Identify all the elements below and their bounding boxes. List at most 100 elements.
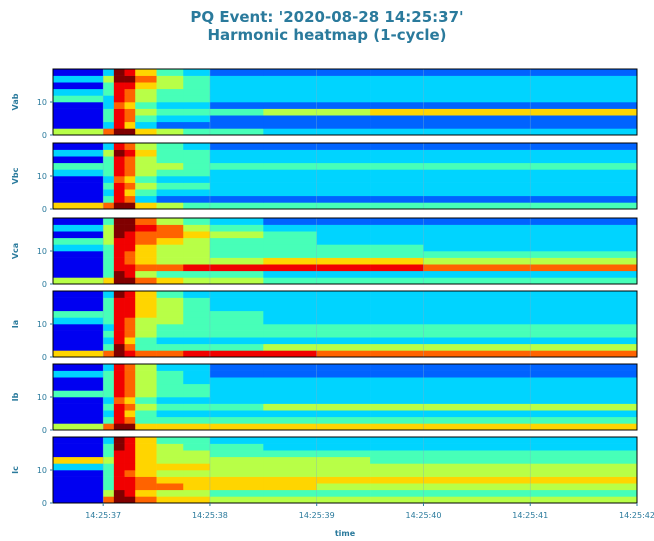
heatmap-cell	[263, 115, 317, 122]
heatmap-cell	[317, 196, 371, 203]
heatmap-cell	[135, 89, 157, 96]
heatmap-cell	[210, 89, 264, 96]
heatmap-cell	[183, 150, 210, 157]
heatmap-cell	[135, 371, 157, 378]
heatmap-cell	[317, 76, 371, 83]
heatmap-cell	[135, 450, 157, 457]
heatmap-cell	[370, 183, 424, 190]
heatmap-cell	[317, 496, 371, 503]
y-tick-label: 10	[37, 247, 47, 256]
heatmap-cell	[157, 350, 184, 357]
heatmap-cell	[317, 331, 371, 338]
heatmap-cell	[103, 69, 114, 76]
heatmap-cell	[183, 477, 210, 484]
heatmap-cell	[530, 437, 637, 444]
y-tick-label: 0	[42, 280, 47, 289]
heatmap-cell	[135, 277, 157, 284]
heatmap-cell	[263, 483, 317, 490]
heatmap-cell	[183, 337, 210, 344]
heatmap-cell	[183, 196, 210, 203]
heatmap-cell	[370, 76, 424, 83]
heatmap-cell	[183, 109, 210, 116]
heatmap-cell	[210, 176, 264, 183]
heatmap-cell	[263, 150, 317, 157]
heatmap-cell	[370, 317, 424, 324]
heatmap-cell	[125, 102, 136, 109]
heatmap-cell	[183, 89, 210, 96]
heatmap-cell	[423, 102, 530, 109]
heatmap-cell	[370, 311, 424, 318]
heatmap-cell	[135, 496, 157, 503]
heatmap-cell	[114, 277, 125, 284]
heatmap-cell	[530, 128, 637, 135]
heatmap-cell	[157, 390, 184, 397]
heatmap-cell	[157, 169, 184, 176]
heatmap-cell	[423, 344, 530, 351]
heatmap-cell	[114, 264, 125, 271]
heatmap-cell	[423, 397, 530, 404]
heatmap-cell	[103, 163, 114, 170]
heatmap-cell	[370, 404, 424, 411]
heatmap-cell	[53, 444, 103, 451]
heatmap-cell	[135, 390, 157, 397]
heatmap-cell	[370, 277, 424, 284]
heatmap-cell	[530, 397, 637, 404]
heatmap-cell	[317, 225, 371, 232]
heatmap-cell	[210, 350, 264, 357]
heatmap-cell	[317, 264, 371, 271]
heatmap-cell	[317, 277, 371, 284]
heatmap-cell	[263, 82, 317, 89]
heatmap-cell	[263, 317, 317, 324]
heatmap-cell	[423, 377, 530, 384]
heatmap-cell	[183, 95, 210, 102]
heatmap-cell	[210, 196, 264, 203]
heatmap-cell	[135, 264, 157, 271]
y-tick-label: 10	[37, 320, 47, 329]
heatmap-cell	[183, 364, 210, 371]
heatmap-cell	[183, 231, 210, 238]
heatmap-cell	[114, 337, 125, 344]
heatmap-cell	[423, 298, 530, 305]
heatmap-cell	[263, 163, 317, 170]
heatmap-cell	[157, 258, 184, 265]
heatmap-cell	[103, 483, 114, 490]
heatmap-cell	[125, 397, 136, 404]
heatmap-cell	[103, 169, 114, 176]
heatmap-cell	[370, 225, 424, 232]
heatmap-cell	[263, 417, 317, 424]
heatmap-cell	[103, 183, 114, 190]
y-tick-label: 10	[37, 466, 47, 475]
heatmap-cell	[423, 331, 530, 338]
heatmap-cell	[530, 76, 637, 83]
heatmap-cell	[210, 264, 264, 271]
heatmap-cell	[135, 477, 157, 484]
heatmap-cell	[370, 102, 424, 109]
heatmap-cell	[114, 143, 125, 150]
heatmap-cell	[114, 397, 125, 404]
heatmap-cell	[103, 225, 114, 232]
heatmap-cell	[423, 304, 530, 311]
heatmap-cell	[157, 69, 184, 76]
heatmap-cell	[135, 82, 157, 89]
heatmap-cell	[103, 251, 114, 258]
heatmap-cell	[114, 169, 125, 176]
heatmap-cell	[423, 169, 530, 176]
heatmap-cell	[423, 457, 530, 464]
heatmap-cell	[370, 258, 424, 265]
heatmap-cell	[370, 143, 424, 150]
heatmap-cell	[423, 95, 530, 102]
heatmap-cell	[183, 251, 210, 258]
heatmap-cell	[317, 156, 371, 163]
heatmap-cell	[103, 337, 114, 344]
heatmap-cell	[263, 450, 317, 457]
heatmap-cell	[53, 76, 103, 83]
heatmap-cell	[53, 298, 103, 305]
heatmap-cell	[135, 169, 157, 176]
heatmap-cell	[530, 244, 637, 251]
heatmap-cell	[210, 291, 264, 298]
heatmap-cell	[210, 202, 264, 209]
heatmap-cell	[103, 390, 114, 397]
heatmap-cell	[317, 109, 371, 116]
heatmap-cell	[125, 390, 136, 397]
heatmap-cell	[135, 189, 157, 196]
